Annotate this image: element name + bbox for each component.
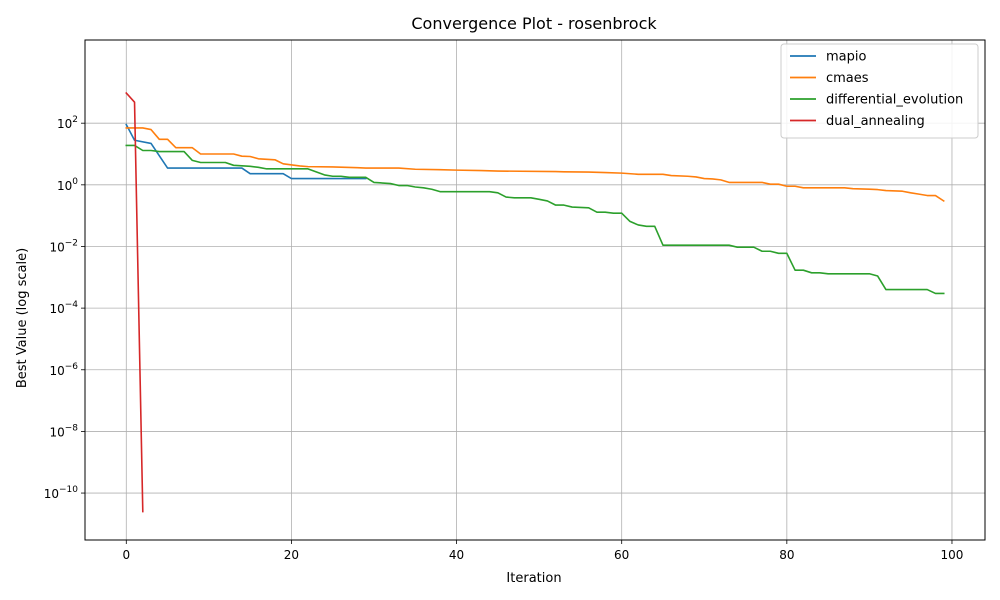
- y-tick-exponent: 2: [72, 115, 78, 125]
- y-tick-exponent: −6: [65, 362, 79, 372]
- y-tick-base: 10: [44, 487, 59, 501]
- plot-area-frame: [84, 39, 986, 541]
- chart-title: Convergence Plot - rosenbrock: [411, 14, 657, 33]
- series-line-dual-annealing: [125, 91, 144, 513]
- legend-box: [780, 43, 979, 139]
- legend: mapio cmaes differential_evolution dual_ann…: [780, 43, 979, 139]
- legend-label: dual_annealing: [826, 114, 925, 129]
- y-tick-base: 10: [57, 179, 72, 193]
- y-tick-exponent: −4: [65, 300, 79, 310]
- y-tick-base: 10: [57, 117, 72, 131]
- y-tick-base: 10: [49, 425, 64, 439]
- y-tick-exponent: 0: [72, 177, 78, 187]
- x-tick-label: 40: [449, 548, 464, 562]
- x-tick-label: 20: [284, 548, 299, 562]
- y-tick-label: 10−8: [49, 423, 78, 439]
- grid: [85, 40, 985, 540]
- series-line-cmaes: [125, 127, 945, 203]
- y-tick-label: 10−4: [49, 300, 78, 316]
- y-tick-label: 10−10: [44, 485, 79, 501]
- x-axis-label: Iteration: [506, 571, 561, 586]
- y-tick-base: 10: [49, 240, 64, 254]
- y-axis-label: Best Value (log scale): [15, 248, 30, 388]
- legend-label: mapio: [826, 50, 866, 65]
- y-tick-label: 10−6: [49, 362, 78, 378]
- x-tick-label: 100: [941, 548, 964, 562]
- y-tick-label: 100: [57, 177, 78, 193]
- series-line-mapio: [125, 123, 367, 180]
- y-tick-base: 10: [49, 302, 64, 316]
- x-tick-label: 60: [614, 548, 629, 562]
- y-tick-exponent: −8: [65, 423, 79, 433]
- legend-label: cmaes: [826, 71, 869, 86]
- series-line-differential-evolution: [125, 144, 945, 295]
- y-tick-base: 10: [49, 364, 64, 378]
- x-tick-label: 80: [779, 548, 794, 562]
- y-tick-label: 102: [57, 115, 78, 131]
- y-tick-exponent: −10: [59, 485, 78, 495]
- x-tick-label: 0: [122, 548, 130, 562]
- y-tick-label: 10−2: [49, 238, 78, 254]
- legend-label: differential_evolution: [826, 93, 963, 108]
- series-lines: [125, 91, 945, 513]
- y-tick-exponent: −2: [65, 238, 78, 248]
